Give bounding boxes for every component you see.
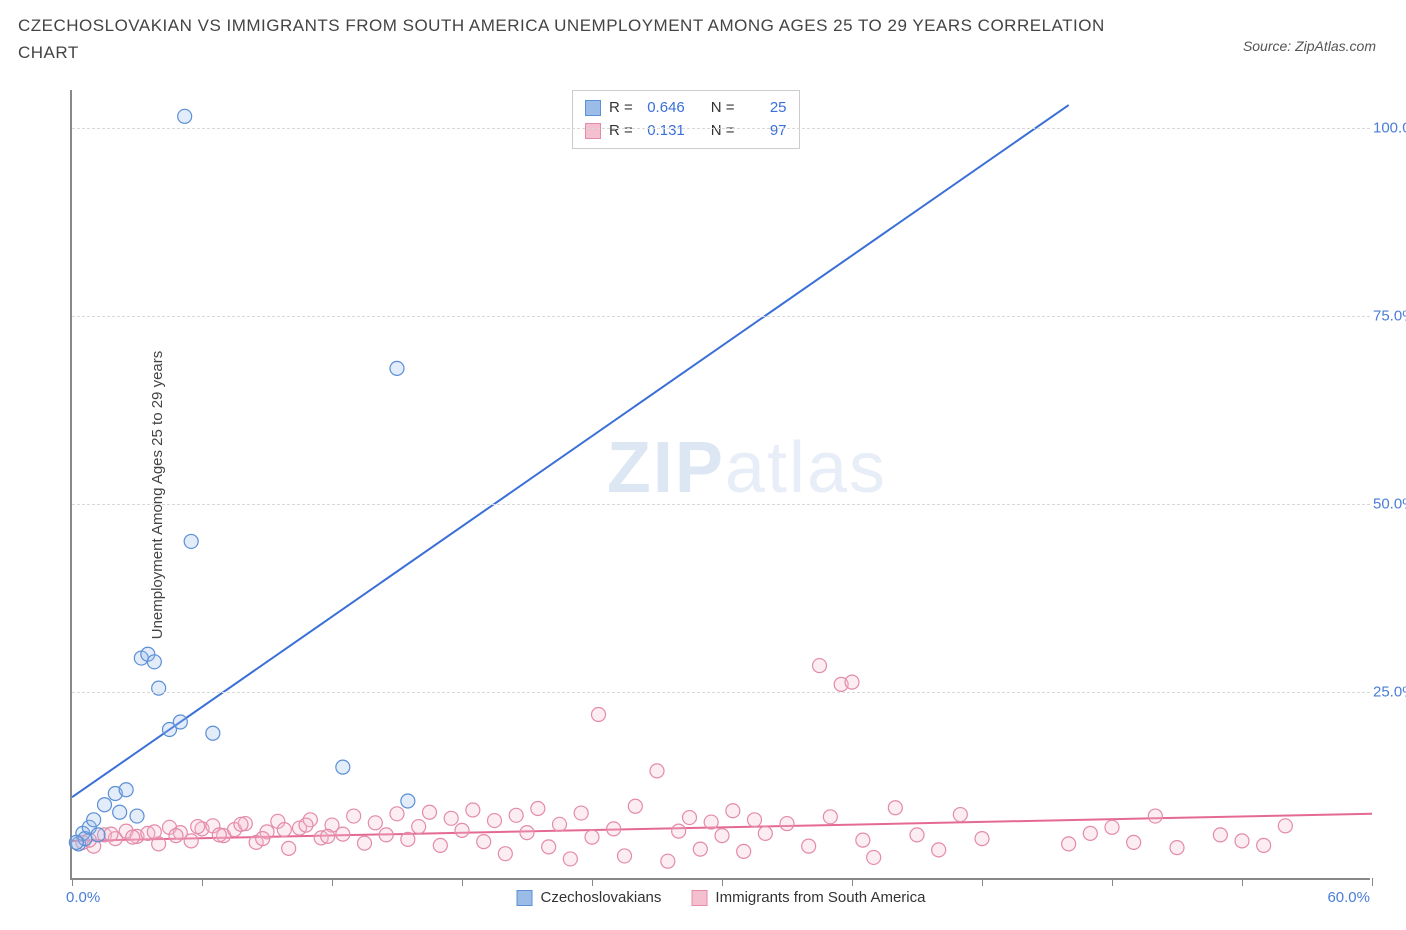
- source-attribution: Source: ZipAtlas.com: [1243, 38, 1376, 54]
- y-axis-tick-label: 75.0%: [1373, 307, 1406, 324]
- gridline-h: [72, 504, 1370, 505]
- series-label-1: Immigrants from South America: [715, 889, 925, 906]
- legend-swatch-1: [585, 123, 601, 139]
- x-axis-tick: [332, 878, 333, 886]
- x-axis-tick: [982, 878, 983, 886]
- x-axis-tick: [72, 878, 73, 886]
- gridline-h: [72, 316, 1370, 317]
- y-axis-tick-label: 25.0%: [1373, 683, 1406, 700]
- legend-r-value-1: 0.131: [641, 120, 685, 143]
- series-legend-item-1: Immigrants from South America: [691, 889, 925, 906]
- x-axis-tick: [852, 878, 853, 886]
- chart-title: CZECHOSLOVAKIAN VS IMMIGRANTS FROM SOUTH…: [18, 12, 1118, 66]
- correlation-legend-box: R = 0.646 N = 25 R = 0.131 N = 97: [572, 90, 800, 149]
- gridline-h: [72, 692, 1370, 693]
- x-axis-tick-first: 0.0%: [66, 889, 100, 906]
- legend-n-label-1: N =: [711, 120, 735, 143]
- series-legend: Czechoslovakians Immigrants from South A…: [517, 889, 926, 906]
- chart-header: CZECHOSLOVAKIAN VS IMMIGRANTS FROM SOUTH…: [0, 0, 1406, 66]
- chart-container: Unemployment Among Ages 25 to 29 years Z…: [18, 80, 1388, 910]
- x-axis-tick-last: 60.0%: [1327, 889, 1370, 906]
- legend-r-label-1: R =: [609, 120, 633, 143]
- x-axis-tick: [462, 878, 463, 886]
- x-axis-tick: [1372, 878, 1373, 886]
- x-axis-tick: [1242, 878, 1243, 886]
- y-axis-tick-label: 50.0%: [1373, 495, 1406, 512]
- legend-r-value-0: 0.646: [641, 97, 685, 120]
- legend-n-value-0: 25: [743, 97, 787, 120]
- series-swatch-1: [691, 890, 707, 906]
- legend-n-value-1: 97: [743, 120, 787, 143]
- legend-row-series-1: R = 0.131 N = 97: [585, 120, 787, 143]
- series-label-0: Czechoslovakians: [541, 889, 662, 906]
- legend-swatch-0: [585, 100, 601, 116]
- y-axis-tick-label: 100.0%: [1373, 119, 1406, 136]
- series-legend-item-0: Czechoslovakians: [517, 889, 662, 906]
- series-swatch-0: [517, 890, 533, 906]
- plot-svg: [72, 90, 1372, 880]
- legend-r-label-0: R =: [609, 97, 633, 120]
- x-axis-tick: [1112, 878, 1113, 886]
- gridline-h: [72, 128, 1370, 129]
- legend-row-series-0: R = 0.646 N = 25: [585, 97, 787, 120]
- plot-area: ZIPatlas R = 0.646 N = 25 R = 0.131 N = …: [70, 90, 1370, 880]
- x-axis-tick: [592, 878, 593, 886]
- x-axis-tick: [722, 878, 723, 886]
- x-axis-tick: [202, 878, 203, 886]
- legend-n-label-0: N =: [711, 97, 735, 120]
